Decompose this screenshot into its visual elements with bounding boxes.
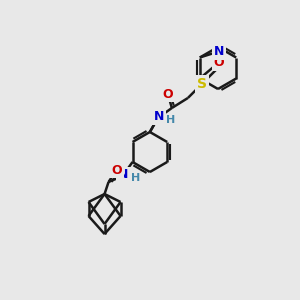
Text: O: O	[111, 164, 122, 176]
Text: O: O	[163, 88, 173, 100]
Text: S: S	[197, 77, 207, 91]
Text: O: O	[214, 56, 224, 69]
Text: N: N	[118, 169, 129, 182]
Text: N: N	[214, 45, 224, 58]
Text: H: H	[166, 115, 175, 125]
Text: H: H	[130, 173, 140, 183]
Text: N: N	[154, 110, 164, 124]
